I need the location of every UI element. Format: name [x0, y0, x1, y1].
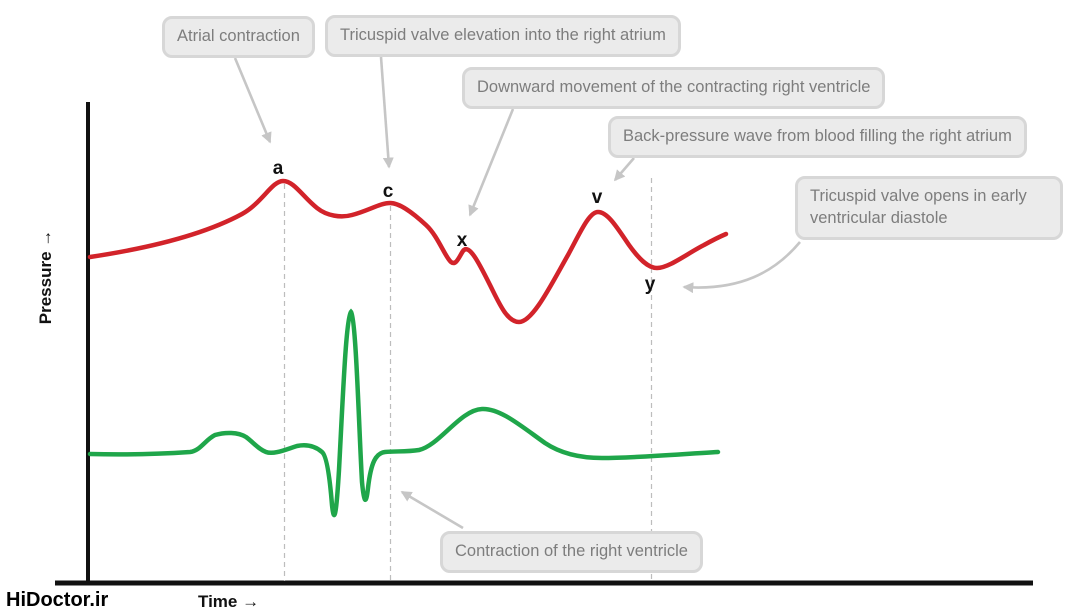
wave-label-c: c	[382, 181, 394, 202]
callout-tricuspid-elevation: Tricuspid valve elevation into the right…	[325, 15, 681, 57]
callout-atrial-contraction: Atrial contraction	[162, 16, 315, 58]
arrow-downward-movement	[468, 108, 515, 217]
arrow-tricuspid-opens	[682, 241, 801, 294]
callout-back-pressure-wave: Back-pressure wave from blood filling th…	[608, 116, 1027, 158]
watermark-hidoctor: HiDoctor.ir	[6, 589, 109, 611]
arrow-rv-contraction	[400, 490, 464, 530]
wave-label-y: y	[644, 274, 656, 295]
arrow-back-pressure	[613, 157, 635, 182]
wave-label-x: x	[456, 230, 468, 251]
arrow-atrial-contraction	[233, 57, 272, 144]
jvp-pressure-curve	[87, 178, 729, 325]
callout-tricuspid-opens: Tricuspid valve opens in early ventricul…	[795, 176, 1063, 240]
ecg-curve	[87, 308, 721, 518]
callout-rv-contraction: Contraction of the right ventricle	[440, 531, 703, 573]
wave-label-v: v	[591, 187, 603, 208]
arrow-tricuspid-elevation	[379, 56, 394, 169]
x-axis-label: Time →	[198, 592, 260, 611]
wave-label-a: a	[272, 158, 284, 179]
y-axis-label: Pressure →	[36, 229, 55, 325]
callout-downward-movement: Downward movement of the contracting rig…	[462, 67, 886, 109]
